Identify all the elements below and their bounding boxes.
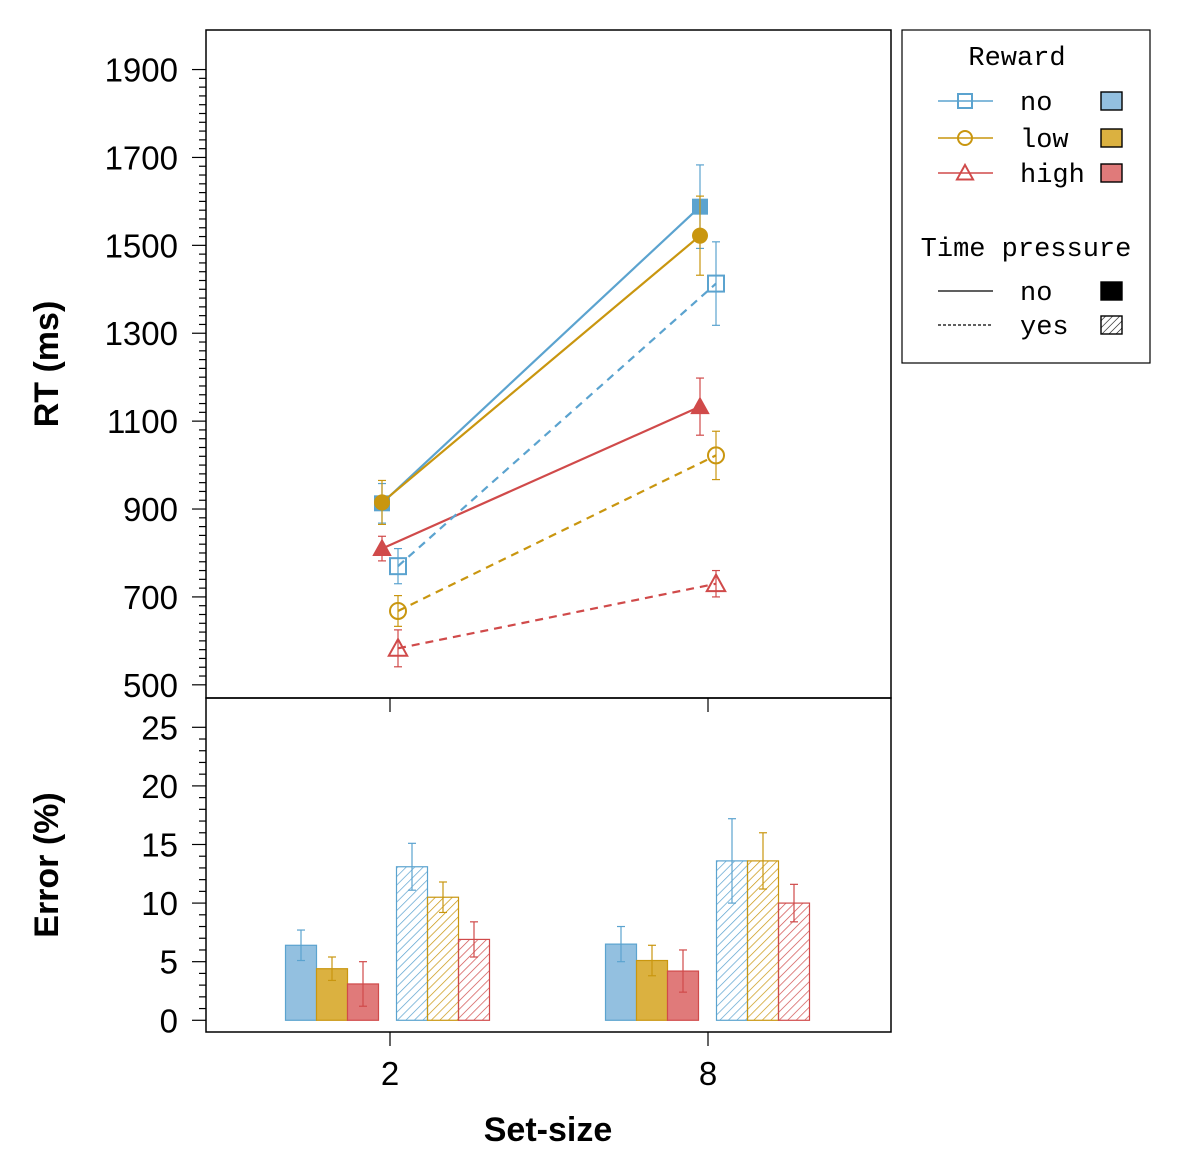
legend-reward-items: no low high (938, 89, 1123, 191)
error-y-axis-title: Error (%) (28, 792, 66, 937)
rt-y-tick-label: 1700 (105, 139, 178, 176)
error-panel: 0 5 10 15 20 25 Error (%) (28, 697, 892, 1039)
legend-label-pressure-yes: yes (1020, 313, 1069, 343)
rt-data-point (707, 274, 725, 293)
legend-label-low: low (1020, 126, 1069, 156)
error-y-tick-label: 15 (141, 826, 178, 863)
rt-series-line (397, 582, 717, 650)
legend-swatch-pressure-no (1100, 281, 1123, 301)
rt-y-tick-label: 500 (123, 667, 178, 704)
rt-series-line (397, 282, 717, 567)
legend-reward-title: Reward (968, 44, 1065, 74)
legend: Reward no low high Time pressure no yes (901, 29, 1151, 364)
rt-data-point (372, 538, 392, 557)
legend-swatch-no (1100, 91, 1123, 111)
error-y-tick-label: 25 (141, 709, 178, 746)
legend-pressure-title: Time pressure (921, 235, 1132, 265)
rt-data-point (707, 446, 725, 465)
rt-y-tick-label: 1300 (105, 315, 178, 352)
rt-series-high-reward-no-pressure (372, 377, 710, 562)
rt-series-no-reward-pressure (389, 241, 725, 585)
rt-y-tick-label: 1900 (105, 52, 178, 89)
error-bar-no-reward-no-pressure (284, 944, 318, 1021)
x-tick-label: 8 (699, 1055, 717, 1092)
legend-swatch-low (1100, 128, 1123, 148)
legend-box (901, 29, 1151, 364)
legend-label-high: high (1020, 161, 1085, 191)
x-axis-title: Set-size (484, 1111, 613, 1149)
rt-y-axis-title: RT (ms) (28, 301, 66, 428)
rt-series-line (397, 454, 717, 612)
rt-panel: 500 700 900 1100 1300 1500 1700 1900 RT (ms) (28, 29, 892, 704)
legend-pressure-items: no yes (938, 279, 1123, 343)
x-tick-label: 2 (381, 1055, 399, 1092)
rt-series-low-reward-no-pressure (374, 195, 708, 526)
error-plot-frame (205, 697, 892, 1033)
error-bar-high-reward-pressure (777, 902, 811, 1021)
rt-y-tick-label: 1100 (107, 403, 178, 440)
rt-data-point (389, 601, 407, 620)
legend-label-no: no (1020, 89, 1052, 119)
error-y-tick-label: 20 (141, 768, 178, 805)
error-y-axis: 0 5 10 15 20 25 (141, 709, 206, 1039)
error-y-tick-label: 10 (141, 885, 178, 922)
rt-y-tick-label: 900 (123, 491, 178, 528)
rt-series-line (381, 234, 701, 504)
legend-marker-no (957, 93, 973, 109)
rt-data-point (387, 637, 409, 657)
rt-y-axis: 500 700 900 1100 1300 1500 1700 1900 (105, 52, 206, 704)
rt-series-high-reward-pressure (387, 569, 727, 668)
rt-series-line (381, 405, 701, 550)
rt-series-low-reward-pressure (389, 430, 725, 627)
error-bar-high-reward-no-pressure (666, 970, 700, 1021)
rt-data-point (389, 557, 407, 576)
legend-marker-high (955, 162, 975, 181)
rt-y-tick-label: 700 (123, 579, 178, 616)
legend-swatch-high (1100, 163, 1123, 183)
rt-data-point (692, 227, 708, 244)
error-bar-low-reward-pressure (426, 896, 460, 1021)
legend-label-pressure-no: no (1020, 279, 1052, 309)
rt-data-point (690, 396, 710, 415)
rt-series-no-reward-no-pressure (374, 164, 708, 524)
legend-marker-low (957, 130, 973, 146)
rt-data-point (374, 494, 390, 511)
error-y-tick-label: 5 (160, 944, 178, 981)
legend-swatch-pressure-yes (1100, 315, 1123, 335)
rt-series-layer (372, 164, 727, 668)
rt-series-line (381, 205, 701, 505)
rt-data-point (705, 572, 727, 593)
error-y-tick-label: 0 (160, 1002, 178, 1039)
error-bars-layer (284, 818, 811, 1021)
rt-y-tick-label: 1500 (105, 227, 178, 264)
